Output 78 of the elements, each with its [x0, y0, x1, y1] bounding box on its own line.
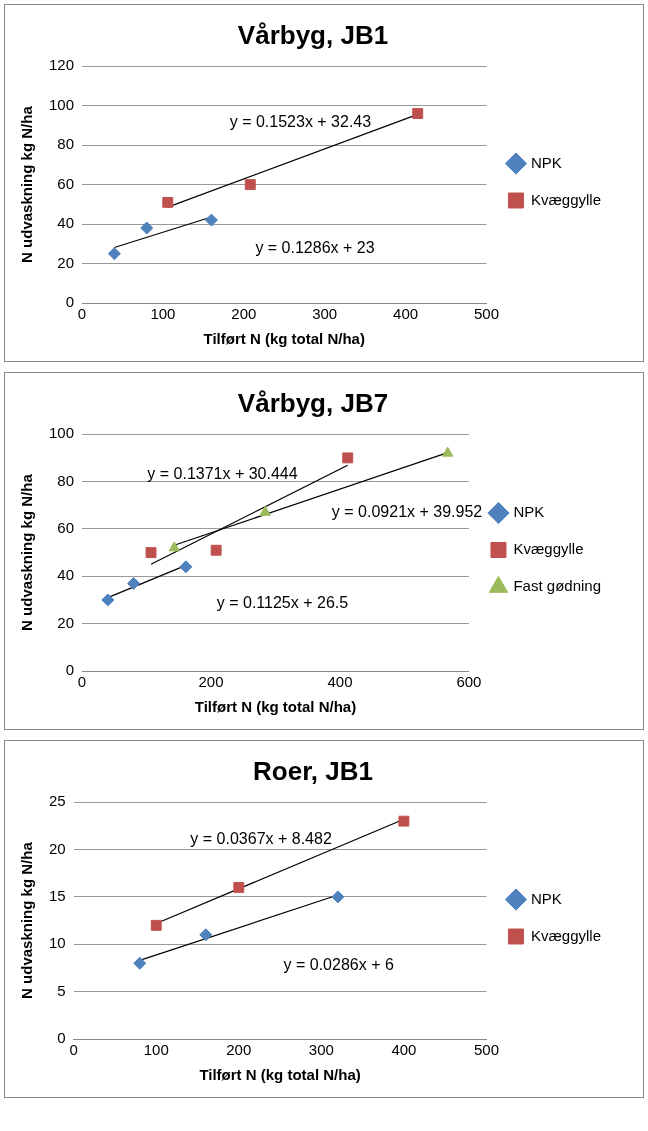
y-tick-label: 15: [49, 887, 66, 905]
y-tick-label: 0: [65, 293, 75, 311]
point: [398, 815, 410, 827]
y-axis-title: N udvaskning kg N/ha: [18, 473, 36, 631]
point: [179, 560, 193, 574]
point: [331, 890, 345, 904]
point: [107, 247, 121, 261]
y-tick-label: 0: [65, 661, 75, 679]
legend-label: NPK: [530, 889, 562, 907]
chart-title: Vårbyg, JB1: [237, 19, 389, 50]
x-tick-label: 200: [231, 305, 257, 323]
y-tick-label: 60: [57, 174, 75, 192]
x-tick-label: 200: [198, 673, 224, 691]
x-tick-label: 400: [391, 1041, 417, 1059]
x-axis-title: Tilført N (kg total N/ha): [199, 1066, 361, 1084]
y-tick-label: 120: [49, 56, 75, 74]
x-axis-title: Tilført N (kg total N/ha): [194, 698, 357, 716]
x-tick-label: 400: [327, 673, 353, 691]
y-tick-label: 100: [49, 95, 75, 113]
x-tick-label: 100: [150, 305, 176, 323]
point: [140, 221, 154, 235]
point: [162, 196, 174, 208]
annotation: y = 0.1286x + 23: [255, 238, 375, 256]
y-tick-label: 60: [57, 519, 75, 537]
y-tick-label: 5: [57, 981, 66, 999]
point: [441, 446, 454, 457]
x-tick-label: 300: [312, 305, 338, 323]
y-tick-label: 0: [57, 1029, 66, 1047]
legend-label: Kvæggylle: [513, 540, 584, 558]
x-axis-title: Tilført N (kg total N/ha): [203, 330, 365, 348]
legend-label: Kvæggylle: [530, 190, 602, 208]
y-tick-label: 20: [57, 613, 75, 631]
annotation: y = 0.0286x + 6: [283, 956, 394, 973]
y-tick-label: 20: [49, 839, 66, 857]
x-tick-label: 0: [77, 305, 87, 323]
point: [342, 452, 354, 464]
y-tick-label: 25: [49, 792, 66, 810]
x-tick-label: 200: [226, 1041, 252, 1059]
point: [168, 541, 180, 552]
y-tick-label: 40: [57, 214, 75, 232]
x-tick-label: 400: [393, 305, 419, 323]
annotation: y = 0.0367x + 8.482: [190, 830, 332, 848]
point: [204, 213, 218, 227]
point: [150, 919, 162, 931]
annotation: y = 0.0921x + 39.952: [331, 502, 483, 520]
point: [127, 576, 141, 590]
legend-label: NPK: [530, 153, 562, 171]
point: [259, 505, 271, 516]
x-tick-label: 600: [456, 673, 482, 691]
point: [210, 544, 222, 556]
legend-label: NPK: [513, 503, 545, 521]
point: [145, 547, 157, 559]
y-tick-label: 20: [57, 253, 75, 271]
y-tick-label: 80: [57, 471, 75, 489]
chart-title: Vårbyg, JB7: [237, 387, 389, 418]
chart-title: Roer, JB1: [253, 755, 373, 786]
point: [244, 179, 256, 191]
x-tick-label: 500: [473, 1041, 499, 1059]
annotation: y = 0.1523x + 32.43: [229, 113, 372, 131]
y-axis-title: N udvaskning kg N/ha: [18, 105, 36, 263]
point: [412, 108, 424, 120]
point: [233, 882, 245, 893]
legend-label: Kvæggylle: [530, 926, 602, 944]
x-tick-label: 100: [143, 1041, 169, 1059]
y-tick-label: 100: [49, 424, 75, 442]
point: [199, 928, 213, 942]
y-tick-label: 40: [57, 566, 75, 584]
x-tick-label: 300: [308, 1041, 334, 1059]
y-axis-title: N udvaskning kg N/ha: [18, 841, 36, 999]
y-tick-label: 10: [49, 934, 66, 952]
x-tick-label: 500: [473, 305, 499, 323]
point: [133, 956, 147, 970]
x-tick-label: 0: [77, 673, 87, 691]
y-tick-label: 80: [57, 135, 75, 153]
legend-label: Fast gødning: [513, 577, 601, 595]
point: [101, 593, 115, 607]
annotation: y = 0.1125x + 26.5: [216, 593, 349, 611]
annotation: y = 0.1371x + 30.444: [147, 464, 298, 482]
